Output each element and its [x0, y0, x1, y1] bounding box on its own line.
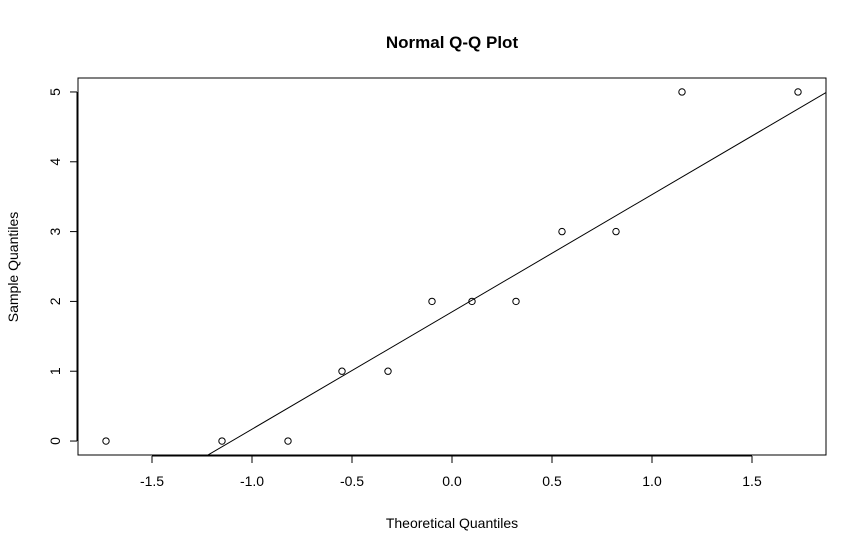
y-tick-label: 2	[47, 297, 63, 305]
y-axis-label: Sample Quantiles	[5, 212, 21, 323]
data-point	[218, 437, 226, 445]
data-point	[794, 88, 802, 96]
data-point	[468, 297, 476, 306]
y-axis: 0 1 2 3 4 5	[47, 88, 78, 445]
x-tick-label: 1.5	[742, 473, 762, 489]
data-point	[338, 367, 346, 375]
x-tick-label: -1.5	[140, 473, 164, 489]
data-point	[558, 227, 566, 236]
chart-title: Normal Q-Q Plot	[386, 33, 519, 52]
x-tick-label: 0.5	[542, 473, 562, 489]
data-point	[102, 437, 110, 445]
plot-frame	[77, 77, 827, 456]
data-point	[284, 437, 292, 445]
plot-area	[102, 88, 826, 455]
y-tick-label: 3	[47, 227, 63, 235]
x-tick-label: -0.5	[340, 473, 364, 489]
y-tick-label: 1	[47, 367, 63, 375]
data-point	[428, 297, 436, 306]
x-tick-label: -1.0	[240, 473, 264, 489]
qq-reference-line	[206, 92, 826, 455]
x-axis-label: Theoretical Quantiles	[386, 515, 518, 531]
y-tick-label: 5	[47, 88, 63, 96]
x-tick-label: 1.0	[642, 473, 662, 489]
data-point	[512, 297, 520, 306]
data-point	[678, 88, 686, 96]
y-tick-label: 0	[47, 437, 63, 445]
data-point	[612, 227, 620, 236]
x-axis: -1.5 -1.0 -0.5 0.0 0.5 1.0 1.5	[140, 455, 762, 489]
y-tick-label: 4	[47, 158, 63, 166]
data-point	[384, 367, 392, 375]
x-tick-label: 0.0	[442, 473, 462, 489]
